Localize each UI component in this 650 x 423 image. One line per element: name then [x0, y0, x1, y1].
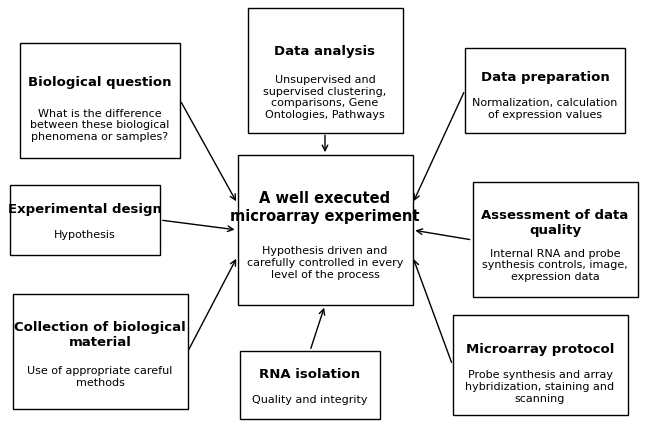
Bar: [473, 182, 638, 297]
Text: A well executed
microarray experiment: A well executed microarray experiment: [230, 191, 420, 224]
Bar: [465, 47, 625, 132]
Bar: [237, 155, 413, 305]
Bar: [248, 8, 402, 132]
Text: Data analysis: Data analysis: [274, 45, 376, 58]
Text: Internal RNA and probe
synthesis controls, image,
expression data: Internal RNA and probe synthesis control…: [482, 249, 628, 282]
Text: Unsupervised and
supervised clustering,
comparisons, Gene
Ontologies, Pathways: Unsupervised and supervised clustering, …: [263, 75, 387, 120]
Bar: [240, 351, 380, 419]
Bar: [20, 42, 180, 157]
Text: Normalization, calculation
of expression values: Normalization, calculation of expression…: [473, 98, 618, 120]
Bar: [452, 315, 627, 415]
Text: What is the difference
between these biological
phenomena or samples?: What is the difference between these bio…: [31, 109, 170, 142]
Text: Collection of biological
material: Collection of biological material: [14, 321, 186, 349]
Text: Probe synthesis and array
hybridization, staining and
scanning: Probe synthesis and array hybridization,…: [465, 371, 614, 404]
Bar: [12, 294, 187, 409]
Text: Hypothesis: Hypothesis: [54, 231, 116, 240]
Text: Experimental design: Experimental design: [8, 203, 162, 216]
Text: RNA isolation: RNA isolation: [259, 368, 361, 381]
Text: Quality and integrity: Quality and integrity: [252, 395, 368, 405]
Bar: [10, 185, 160, 255]
Text: Microarray protocol: Microarray protocol: [466, 343, 614, 357]
Text: Data preparation: Data preparation: [480, 71, 610, 84]
Text: Biological question: Biological question: [28, 76, 172, 89]
Text: Use of appropriate careful
methods: Use of appropriate careful methods: [27, 366, 173, 388]
Text: Assessment of data
quality: Assessment of data quality: [482, 209, 629, 237]
Text: Hypothesis driven and
carefully controlled in every
level of the process: Hypothesis driven and carefully controll…: [247, 247, 403, 280]
